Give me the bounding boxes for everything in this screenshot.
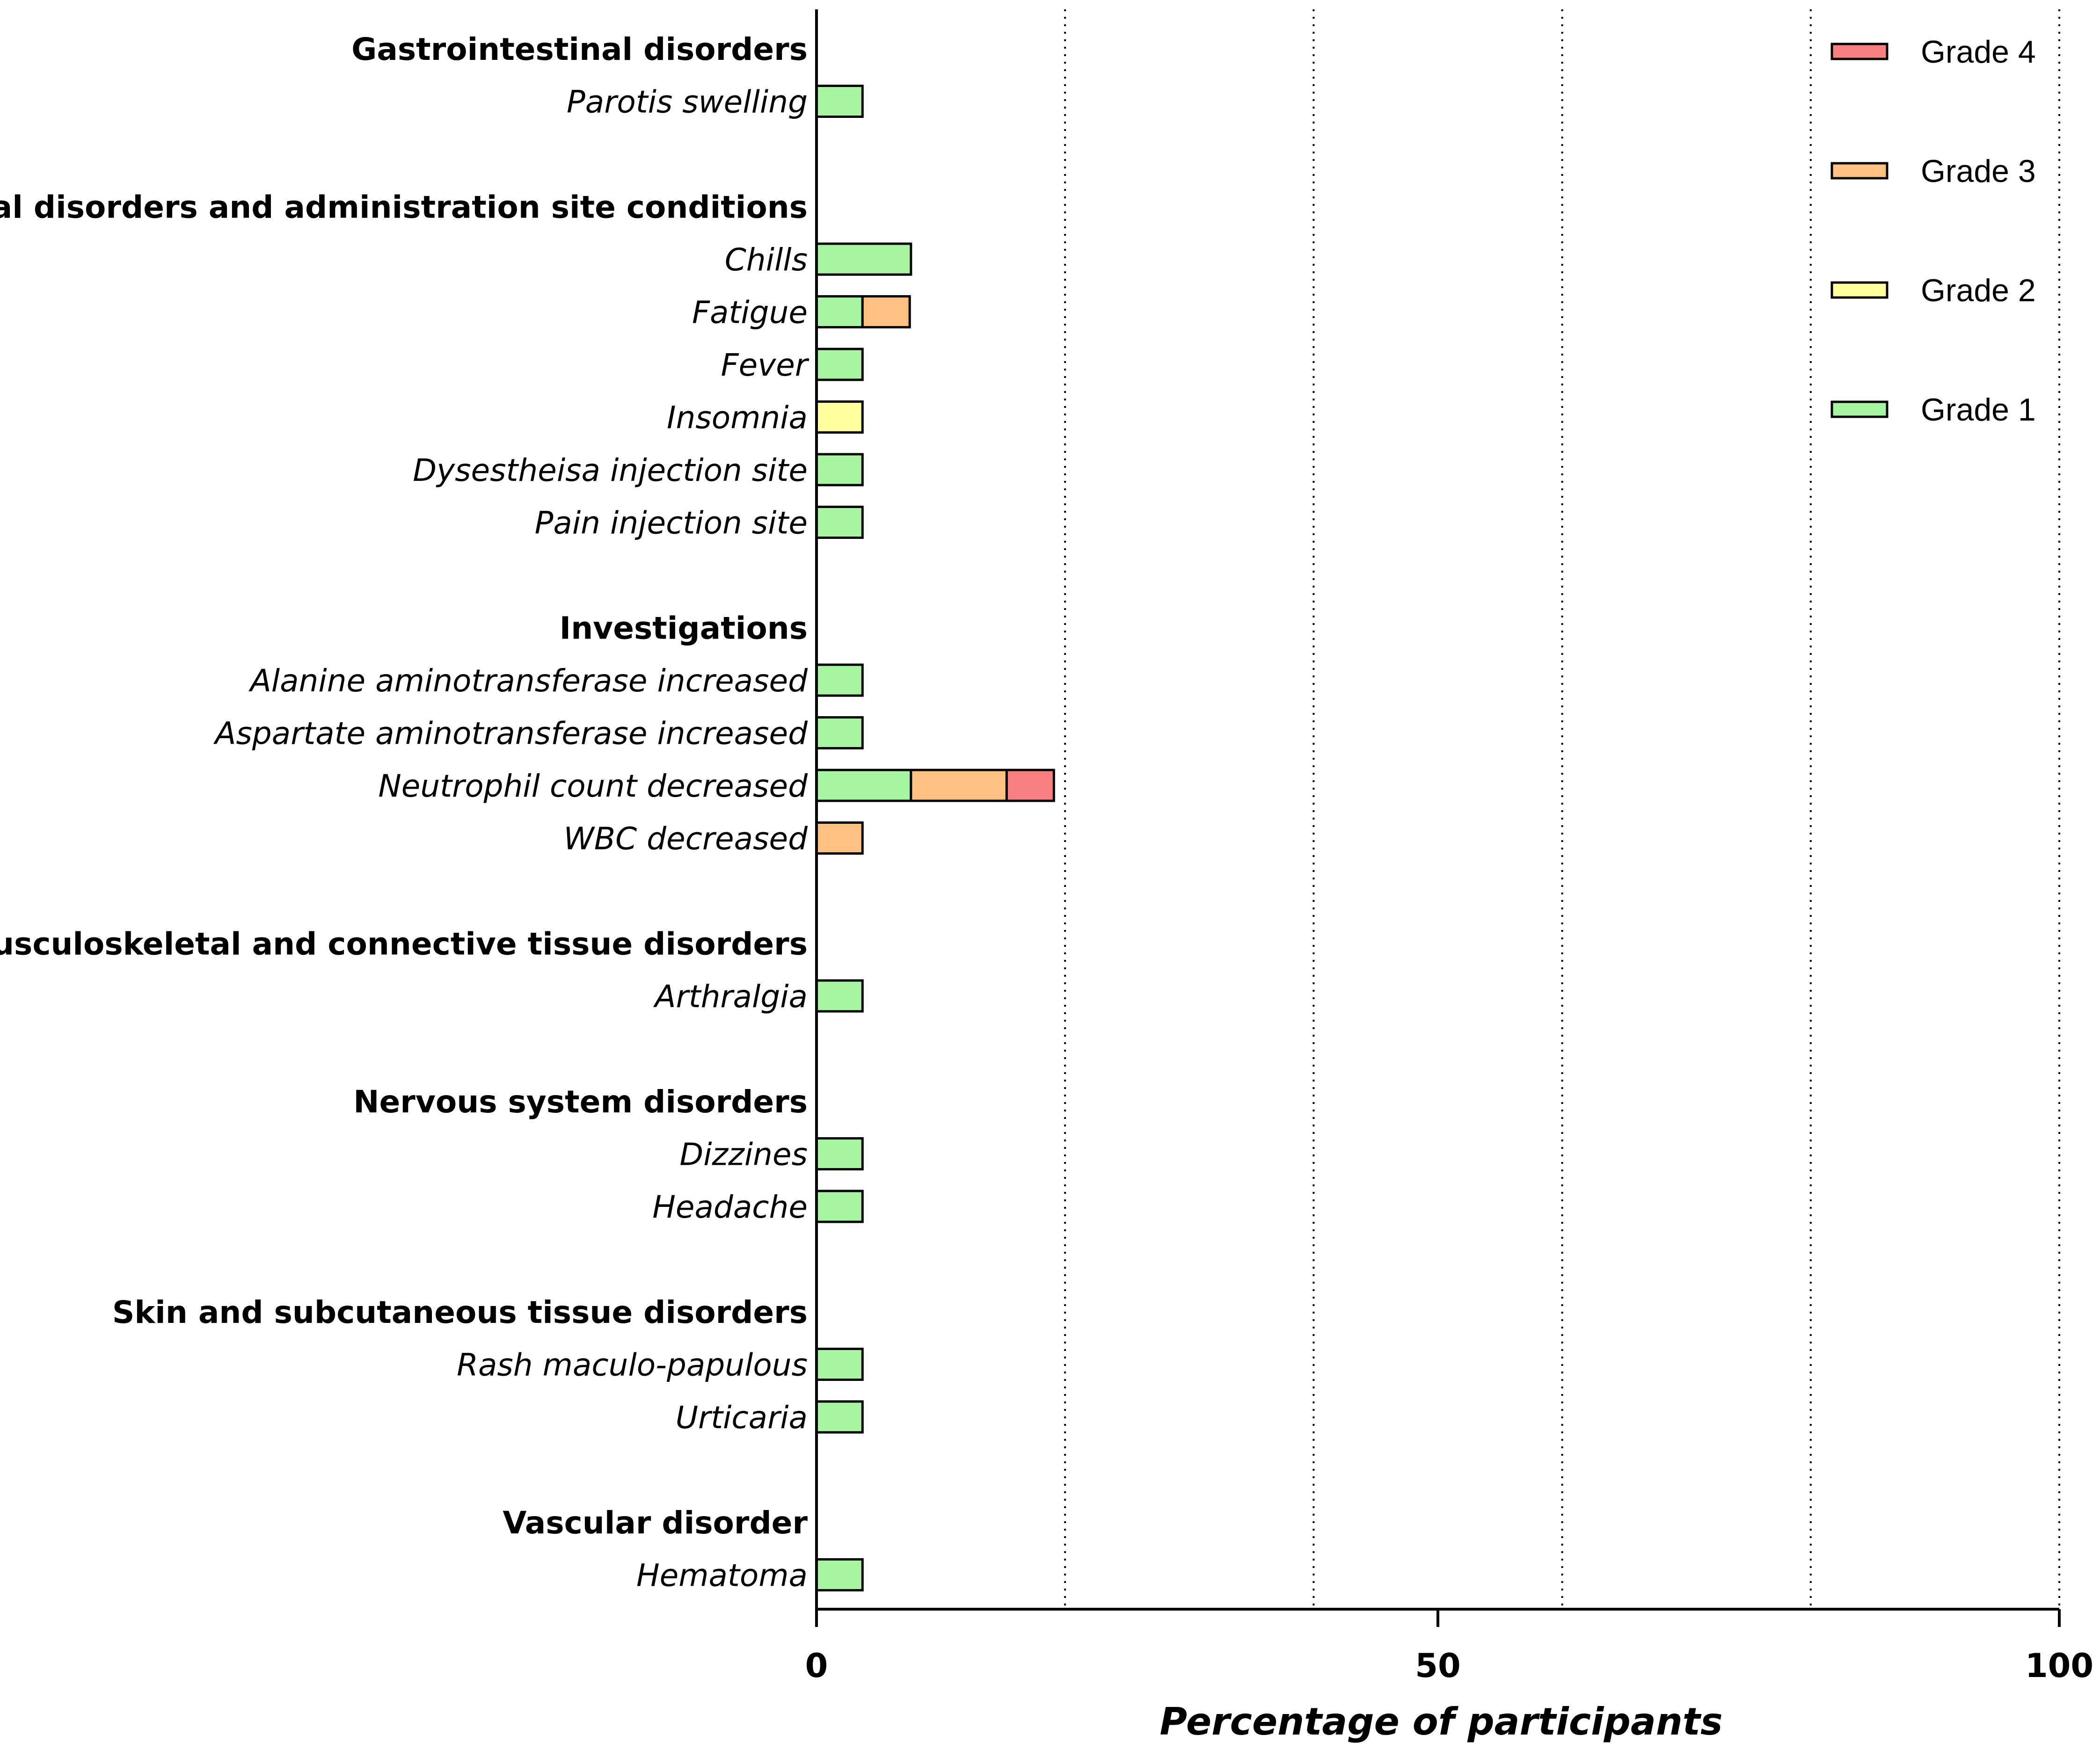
x-tick-label-50: 50 bbox=[1415, 1647, 1460, 1685]
bar-neutrophil-count-decreased-grade-1 bbox=[815, 769, 912, 802]
bar-rash-maculo-papulous-grade-1 bbox=[815, 1348, 864, 1381]
item-label-hematoma: Hematoma bbox=[636, 1558, 808, 1594]
category-label-gastrointestinal-disorders: Gastrointestinal disorders bbox=[351, 31, 808, 67]
bar-neutrophil-count-decreased-grade-4 bbox=[1005, 769, 1055, 802]
bar-aspartate-aminotransferase-increased-grade-1 bbox=[815, 716, 864, 749]
item-label-neutrophil-count-decreased: Neutrophil count decreased bbox=[378, 768, 808, 804]
bar-headache-grade-1 bbox=[815, 1190, 864, 1223]
bar-arthralgia-grade-1 bbox=[815, 979, 864, 1013]
bar-insomnia-grade-2 bbox=[815, 400, 864, 434]
bar-urticaria-grade-1 bbox=[815, 1400, 864, 1434]
item-label-chills: Chills bbox=[725, 242, 808, 278]
x-tick-label-100: 100 bbox=[2025, 1647, 2093, 1685]
item-label-urticaria: Urticaria bbox=[676, 1400, 808, 1436]
bar-wbc-decreased-grade-3 bbox=[815, 821, 864, 855]
bars-layer bbox=[815, 85, 1055, 1591]
category-label-general-disorders-and-administration-site-conditions: General disorders and administration sit… bbox=[0, 189, 808, 225]
category-label-musculoskeletal-and-connective-tissue-disorders: Musculoskeletal and connective tissue di… bbox=[0, 926, 808, 962]
legend-swatch-grade-1 bbox=[1830, 400, 1889, 418]
legend-label-grade-3: Grade 3 bbox=[1921, 153, 2036, 189]
category-label-skin-and-subcutaneous-tissue-disorders: Skin and subcutaneous tissue disorders bbox=[112, 1294, 808, 1330]
category-labels-layer: Gastrointestinal disorders Parotis swelli… bbox=[0, 31, 809, 1594]
grid-layer bbox=[1064, 9, 2060, 1609]
bar-alanine-aminotransferase-increased-grade-1 bbox=[815, 663, 864, 697]
category-label-vascular-disorder: Vascular disorder bbox=[503, 1505, 808, 1541]
bar-pain-injection-site-grade-1 bbox=[815, 506, 864, 539]
legend-swatch-grade-2 bbox=[1830, 281, 1889, 299]
item-label-fatigue: Fatigue bbox=[692, 295, 808, 331]
item-label-dizzines: Dizzines bbox=[679, 1137, 808, 1173]
x-axis-title: Percentage of participants bbox=[1159, 1700, 1722, 1743]
x-tick-label-0: 0 bbox=[805, 1647, 828, 1685]
axis-layer: 0 50 100 bbox=[805, 9, 2093, 1685]
legend-label-grade-2: Grade 2 bbox=[1921, 273, 2036, 308]
item-label-fever: Fever bbox=[721, 347, 809, 383]
bar-fever-grade-1 bbox=[815, 348, 864, 381]
item-label-arthralgia: Arthralgia bbox=[653, 979, 808, 1015]
legend-swatch-grade-3 bbox=[1830, 162, 1889, 180]
bar-dysestheisa-injection-site-grade-1 bbox=[815, 453, 864, 486]
category-label-nervous-system-disorders: Nervous system disorders bbox=[353, 1084, 808, 1120]
legend: Grade 4 Grade 3 Grade 2 Grade 1 bbox=[1830, 34, 2036, 428]
item-label-insomnia: Insomnia bbox=[667, 400, 808, 436]
legend-swatch-grade-4 bbox=[1830, 43, 1889, 60]
item-label-dysestheisa-injection-site: Dysestheisa injection site bbox=[413, 452, 808, 488]
bar-fatigue-grade-1 bbox=[815, 295, 864, 328]
item-label-headache: Headache bbox=[652, 1189, 808, 1225]
bar-fatigue-grade-3 bbox=[861, 295, 911, 328]
category-label-investigations: Investigations bbox=[560, 610, 808, 646]
item-label-rash-maculo-papulous: Rash maculo-papulous bbox=[457, 1347, 808, 1383]
bar-chills-grade-1 bbox=[815, 242, 912, 276]
item-label-parotis-swelling: Parotis swelling bbox=[567, 84, 808, 120]
bar-parotis-swelling-grade-1 bbox=[815, 85, 864, 118]
item-label-alanine-aminotransferase-increased: Alanine aminotransferase increased bbox=[248, 663, 808, 699]
legend-label-grade-1: Grade 1 bbox=[1921, 392, 2036, 428]
bar-neutrophil-count-decreased-grade-3 bbox=[910, 769, 1008, 802]
item-label-pain-injection-site: Pain injection site bbox=[535, 505, 808, 541]
legend-label-grade-4: Grade 4 bbox=[1921, 34, 2036, 70]
bar-dizzines-grade-1 bbox=[815, 1137, 864, 1170]
bar-hematoma-grade-1 bbox=[815, 1558, 864, 1591]
item-label-wbc-decreased: WBC decreased bbox=[564, 821, 809, 857]
item-label-aspartate-aminotransferase-increased: Aspartate aminotransferase increased bbox=[213, 716, 808, 752]
